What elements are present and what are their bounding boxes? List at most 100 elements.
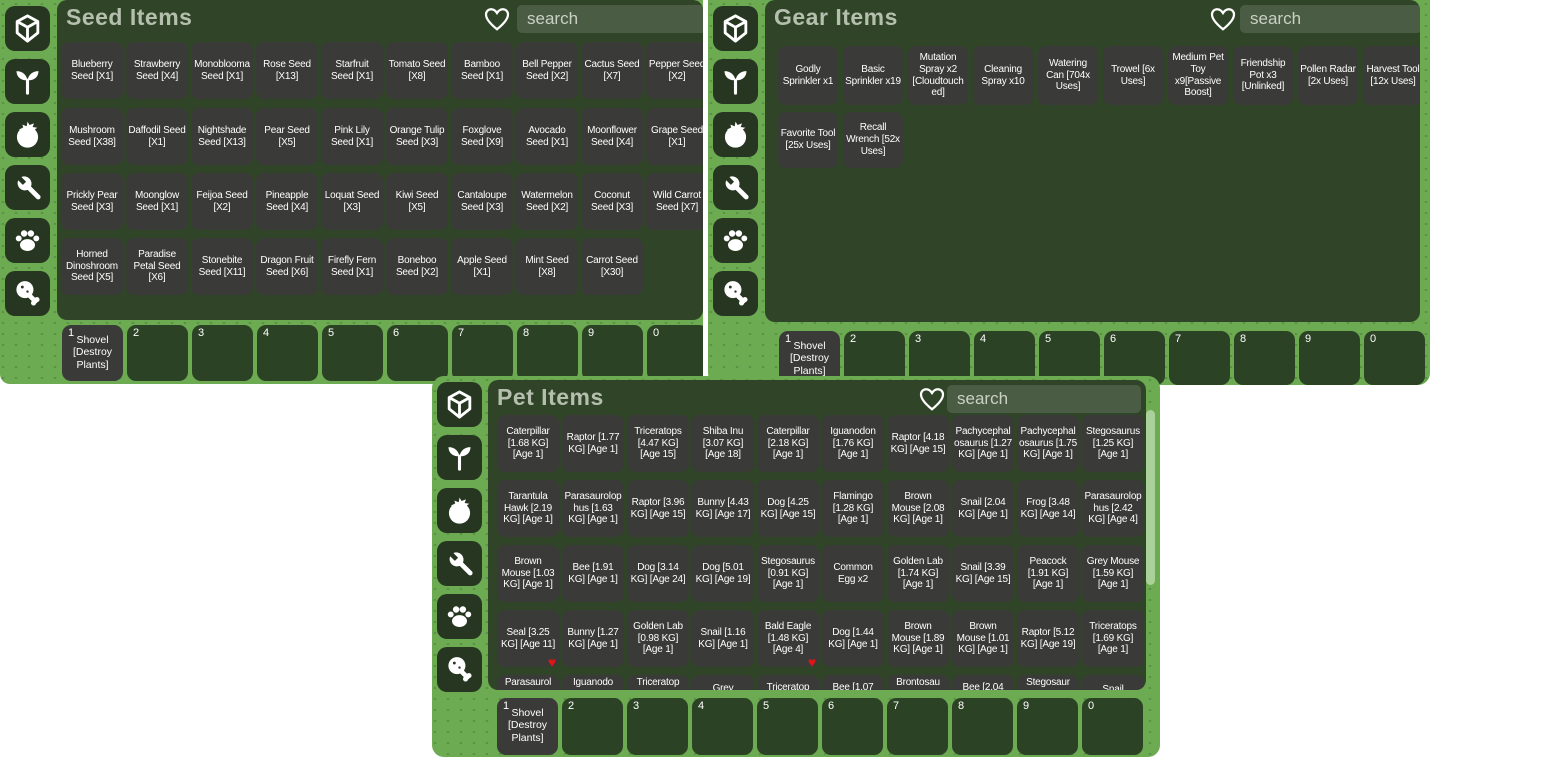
sidebar-tab-drumstick[interactable] — [713, 271, 758, 316]
seed-item-tile[interactable]: Tomato Seed [X8] — [386, 42, 448, 99]
seed-item-tile[interactable]: Moonglow Seed [X1] — [126, 173, 188, 230]
pet-item-tile[interactable]: Brown Mouse [2.08 KG] [Age 1] — [887, 480, 949, 537]
seed-item-tile[interactable]: Starfruit Seed [X1] — [321, 42, 383, 99]
pet-item-tile[interactable]: Stegosaurus [1.25 KG] [Age 1] — [1082, 415, 1144, 472]
pet-item-tile[interactable]: Pachycephalosaurus [1.27 KG] [Age 1] — [952, 415, 1014, 472]
hotbar-slot-4[interactable]: 4 — [257, 325, 318, 381]
sidebar-tab-tomato[interactable] — [713, 112, 758, 157]
sidebar-tab-drumstick[interactable] — [5, 271, 50, 316]
pet-item-tile[interactable]: Flamingo [1.28 KG] [Age 1] — [822, 480, 884, 537]
pet-item-tile[interactable]: Bunny [4.43 KG] [Age 17] — [692, 480, 754, 537]
gear-item-tile[interactable]: Harvest Tool [12x Uses] — [1363, 46, 1420, 105]
favorites-heart-icon[interactable] — [482, 4, 512, 34]
pet-item-tile[interactable]: Bee [1.07 — [822, 675, 884, 690]
hotbar-slot-3[interactable]: 3 — [192, 325, 253, 381]
sidebar-tab-seedling[interactable] — [437, 435, 482, 480]
sidebar-tab-seedling[interactable] — [5, 59, 50, 104]
seed-item-tile[interactable]: Grape Seed [X1] — [646, 108, 703, 165]
gear-item-tile[interactable]: Godly Sprinkler x1 — [778, 46, 838, 105]
seed-item-tile[interactable]: Avocado Seed [X1] — [516, 108, 578, 165]
pet-item-tile[interactable]: Brown Mouse [1.89 KG] [Age 1] — [887, 610, 949, 667]
hotbar-slot-2[interactable]: 2 — [562, 698, 623, 755]
pet-item-tile[interactable]: Stegosaur — [1017, 675, 1079, 690]
hotbar-slot-9[interactable]: 9 — [582, 325, 643, 381]
pet-item-tile[interactable]: Shiba Inu [3.07 KG] [Age 18] — [692, 415, 754, 472]
pet-item-tile[interactable]: Grey — [692, 675, 754, 690]
pet-item-tile[interactable]: Parasaurolophus [2.42 KG] [Age 4] — [1082, 480, 1144, 537]
pet-item-tile[interactable]: Bunny [1.27 KG] [Age 1] — [562, 610, 624, 667]
seed-item-tile[interactable]: Pink Lily Seed [X1] — [321, 108, 383, 165]
hotbar-slot-7[interactable]: 7 — [1169, 331, 1230, 385]
sidebar-tab-tomato[interactable] — [5, 112, 50, 157]
pet-item-tile[interactable]: Triceratop — [627, 675, 689, 690]
pet-item-tile[interactable]: Pachycephalosaurus [1.75 KG] [Age 1] — [1017, 415, 1079, 472]
pet-item-tile[interactable]: Seal [3.25 KG] [Age 11] ♥ — [497, 610, 559, 667]
hotbar-slot-7[interactable]: 7 — [452, 325, 513, 381]
pet-item-tile[interactable]: Common Egg x2 — [822, 545, 884, 602]
gear-item-tile[interactable]: Medium Pet Toy x9[Passive Boost] — [1168, 46, 1228, 105]
sidebar-tab-drumstick[interactable] — [437, 647, 482, 692]
hotbar-slot-1[interactable]: 1 Shovel [Destroy Plants] — [62, 325, 123, 381]
pet-item-tile[interactable]: Snail [3.39 KG] [Age 15] — [952, 545, 1014, 602]
scrollbar-thumb[interactable] — [1146, 410, 1155, 585]
seed-item-tile[interactable]: Orange Tulip Seed [X3] — [386, 108, 448, 165]
seed-item-tile[interactable]: Monoblooma Seed [X1] — [191, 42, 253, 99]
hotbar-slot-8[interactable]: 8 — [1234, 331, 1295, 385]
pet-item-tile[interactable]: Caterpillar [1.68 KG] [Age 1] — [497, 415, 559, 472]
pet-item-tile[interactable]: Iguanodo — [562, 675, 624, 690]
hotbar-slot-1[interactable]: 1 Shovel [Destroy Plants] — [779, 331, 840, 385]
gear-item-tile[interactable]: Mutation Spray x2 [Cloudtouched] — [908, 46, 968, 105]
seed-item-tile[interactable]: Horned Dinoshroom Seed [X5] — [61, 238, 123, 295]
pet-item-tile[interactable]: Parasaurolophus [1.63 KG] [Age 1] — [562, 480, 624, 537]
seed-item-tile[interactable]: Feijoa Seed [X2] — [191, 173, 253, 230]
seed-item-tile[interactable]: Wild Carrot Seed [X7] — [646, 173, 703, 230]
sidebar-tab-seedling[interactable] — [713, 59, 758, 104]
seed-item-tile[interactable]: Cactus Seed [X7] — [581, 42, 643, 99]
pet-item-tile[interactable]: Brontosau — [887, 675, 949, 690]
hotbar-slot-0[interactable]: 0 — [647, 325, 703, 381]
pet-item-tile[interactable]: Parasaurol — [497, 675, 559, 690]
seed-item-tile[interactable]: Stonebite Seed [X11] — [191, 238, 253, 295]
pet-item-tile[interactable]: Dog [5.01 KG] [Age 19] — [692, 545, 754, 602]
seed-item-tile[interactable]: Cantaloupe Seed [X3] — [451, 173, 513, 230]
pet-item-tile[interactable]: Dog [4.25 KG] [Age 15] — [757, 480, 819, 537]
hotbar-slot-9[interactable]: 9 — [1017, 698, 1078, 755]
seed-item-tile[interactable]: Pepper Seed [X2] — [646, 42, 703, 99]
sidebar-tab-paw[interactable] — [5, 218, 50, 263]
seed-item-tile[interactable]: Coconut Seed [X3] — [581, 173, 643, 230]
pet-item-tile[interactable]: Raptor [4.18 KG] [Age 15] — [887, 415, 949, 472]
search-input[interactable] — [1240, 5, 1420, 33]
seed-item-tile[interactable]: Mushroom Seed [X38] — [61, 108, 123, 165]
hotbar-slot-0[interactable]: 0 — [1082, 698, 1143, 755]
seed-item-tile[interactable]: Dragon Fruit Seed [X6] — [256, 238, 318, 295]
hotbar-slot-2[interactable]: 2 — [127, 325, 188, 381]
pet-item-tile[interactable]: Peacock [1.91 KG] [Age 1] — [1017, 545, 1079, 602]
seed-item-tile[interactable]: Blueberry Seed [X1] — [61, 42, 123, 99]
pet-item-tile[interactable]: Iguanodon [1.76 KG] [Age 1] — [822, 415, 884, 472]
seed-item-tile[interactable]: Carrot Seed [X30] — [581, 238, 643, 295]
gear-item-tile[interactable]: Favorite Tool [25x Uses] — [778, 112, 838, 168]
gear-item-tile[interactable]: Cleaning Spray x10 — [973, 46, 1033, 105]
pet-item-tile[interactable]: Dog [3.14 KG] [Age 24] — [627, 545, 689, 602]
sidebar-tab-paw[interactable] — [713, 218, 758, 263]
gear-item-tile[interactable]: Basic Sprinkler x19 — [843, 46, 903, 105]
favorites-heart-icon[interactable] — [1208, 4, 1238, 34]
hotbar-slot-6[interactable]: 6 — [387, 325, 448, 381]
gear-item-tile[interactable]: Trowel [6x Uses] — [1103, 46, 1163, 105]
hotbar-slot-7[interactable]: 7 — [887, 698, 948, 755]
pet-item-tile[interactable]: Snail [1.16 KG] [Age 1] — [692, 610, 754, 667]
pet-item-tile[interactable]: Bald Eagle [1.48 KG] [Age 4] ♥ — [757, 610, 819, 667]
sidebar-tab-tomato[interactable] — [437, 488, 482, 533]
pet-item-tile[interactable]: Brown Mouse [1.03 KG] [Age 1] — [497, 545, 559, 602]
seed-item-tile[interactable]: Moonflower Seed [X4] — [581, 108, 643, 165]
seed-item-tile[interactable]: Prickly Pear Seed [X3] — [61, 173, 123, 230]
seed-item-tile[interactable]: Loquat Seed [X3] — [321, 173, 383, 230]
pet-item-tile[interactable]: Snail — [1082, 675, 1144, 690]
seed-item-tile[interactable]: Daffodil Seed [X1] — [126, 108, 188, 165]
sidebar-tab-paw[interactable] — [437, 594, 482, 639]
seed-item-tile[interactable]: Foxglove Seed [X9] — [451, 108, 513, 165]
seed-item-tile[interactable]: Firefly Fern Seed [X1] — [321, 238, 383, 295]
seed-item-tile[interactable]: Bell Pepper Seed [X2] — [516, 42, 578, 99]
pet-item-tile[interactable]: Raptor [1.77 KG] [Age 1] — [562, 415, 624, 472]
seed-item-tile[interactable]: Kiwi Seed [X5] — [386, 173, 448, 230]
